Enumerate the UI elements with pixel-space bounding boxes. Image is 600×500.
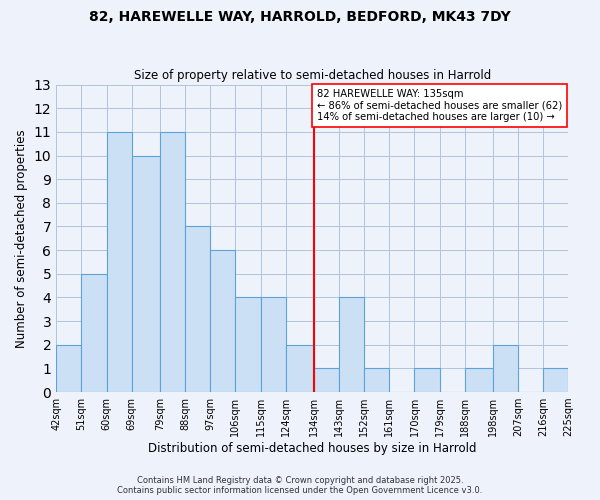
Bar <box>314 368 339 392</box>
Bar <box>543 368 568 392</box>
Bar <box>339 298 364 392</box>
X-axis label: Distribution of semi-detached houses by size in Harrold: Distribution of semi-detached houses by … <box>148 442 476 455</box>
Bar <box>160 132 185 392</box>
Text: Contains HM Land Registry data © Crown copyright and database right 2025.
Contai: Contains HM Land Registry data © Crown c… <box>118 476 482 495</box>
Bar <box>185 226 210 392</box>
Bar <box>286 345 314 392</box>
Bar <box>364 368 389 392</box>
Text: 82, HAREWELLE WAY, HARROLD, BEDFORD, MK43 7DY: 82, HAREWELLE WAY, HARROLD, BEDFORD, MK4… <box>89 10 511 24</box>
Text: 82 HAREWELLE WAY: 135sqm
← 86% of semi-detached houses are smaller (62)
14% of s: 82 HAREWELLE WAY: 135sqm ← 86% of semi-d… <box>317 90 562 122</box>
Bar <box>132 156 160 392</box>
Bar <box>465 368 493 392</box>
Bar <box>415 368 440 392</box>
Y-axis label: Number of semi-detached properties: Number of semi-detached properties <box>15 129 28 348</box>
Bar <box>56 345 82 392</box>
Bar <box>107 132 132 392</box>
Bar <box>235 298 260 392</box>
Bar <box>260 298 286 392</box>
Bar <box>210 250 235 392</box>
Bar <box>493 345 518 392</box>
Bar <box>82 274 107 392</box>
Title: Size of property relative to semi-detached houses in Harrold: Size of property relative to semi-detach… <box>134 69 491 82</box>
